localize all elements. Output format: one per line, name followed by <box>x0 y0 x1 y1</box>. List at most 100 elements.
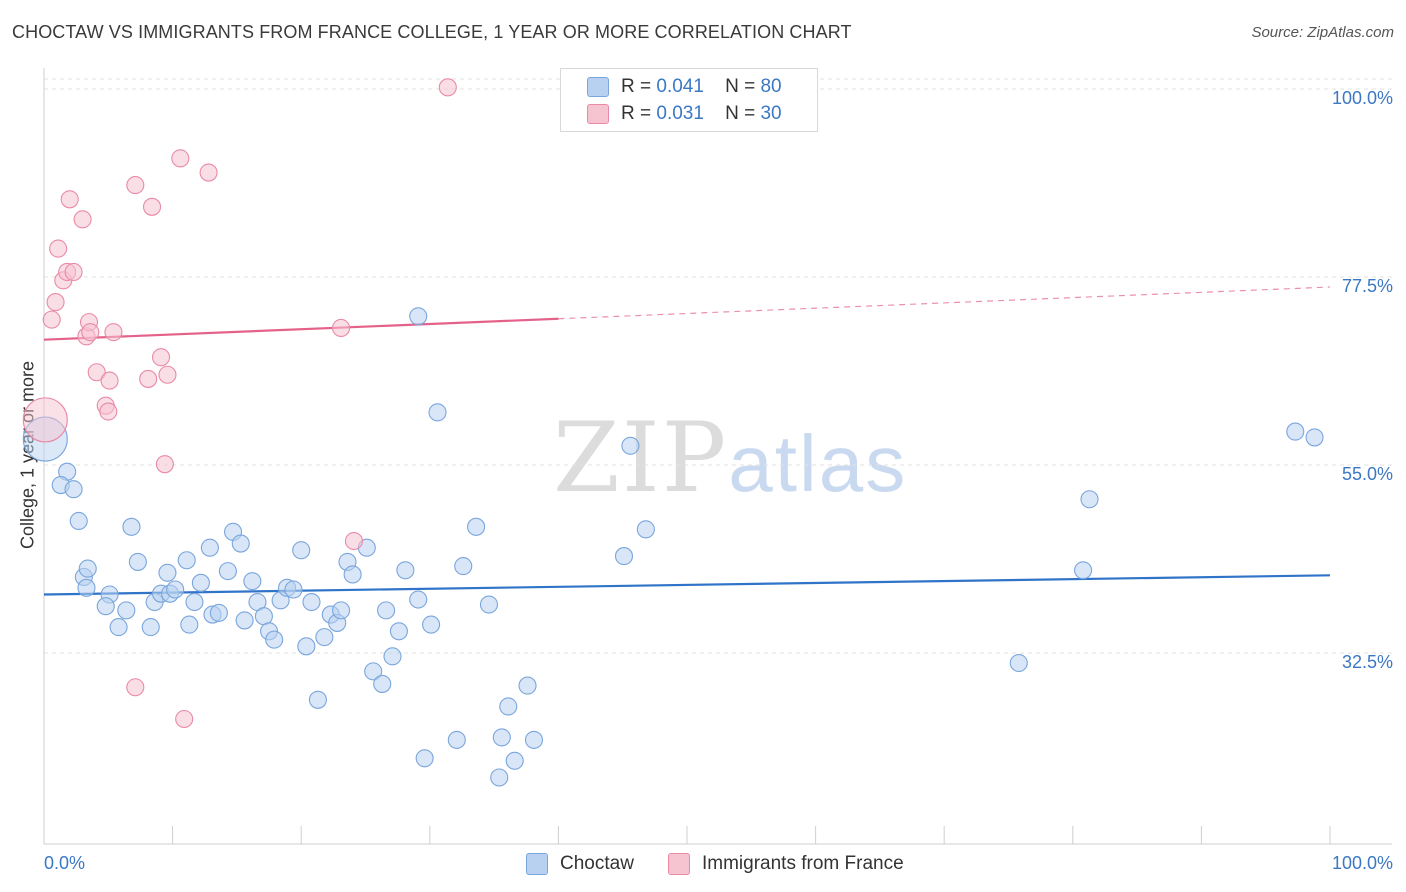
choctaw-point <box>409 307 428 326</box>
choctaw-point <box>254 607 273 626</box>
france-point <box>139 369 158 388</box>
france-point <box>22 397 68 443</box>
legend-n-value: 30 <box>760 103 782 124</box>
source-credit: Source: ZipAtlas.com <box>1251 24 1394 41</box>
choctaw-point <box>422 615 441 634</box>
choctaw-point <box>505 751 524 770</box>
choctaw-point <box>636 520 655 539</box>
choctaw-point <box>200 538 219 557</box>
france-point <box>332 318 351 338</box>
choctaw-point <box>447 730 466 749</box>
legend-text-choctaw: R = 0.041 N = 80 <box>621 76 782 98</box>
france-point <box>175 709 194 729</box>
x-tick-label: 100.0% <box>1332 853 1393 873</box>
choctaw-point <box>243 572 262 591</box>
france-point <box>126 678 145 697</box>
choctaw-points <box>22 307 1324 787</box>
choctaw-point <box>364 662 383 681</box>
france-point <box>438 78 457 97</box>
choctaw-point <box>614 547 634 566</box>
choctaw-point <box>415 749 434 768</box>
choctaw-point <box>96 597 115 616</box>
choctaw-point <box>308 690 327 709</box>
choctaw-point <box>1080 490 1099 509</box>
choctaw-point <box>117 601 136 620</box>
france-point <box>81 323 100 342</box>
choctaw-point <box>409 590 428 609</box>
choctaw-point <box>1074 561 1093 580</box>
france-point <box>46 293 65 312</box>
y-tick-label: 32.5% <box>1342 652 1393 672</box>
france-point <box>100 371 119 390</box>
chart-title: CHOCTAW VS IMMIGRANTS FROM FRANCE COLLEG… <box>12 22 852 42</box>
france-point <box>104 323 123 342</box>
y-tick-label: 77.5% <box>1342 276 1393 296</box>
france-point <box>73 210 92 229</box>
france-point <box>151 348 171 367</box>
choctaw-point <box>377 601 396 620</box>
choctaw-point <box>231 534 250 553</box>
choctaw-point <box>479 595 499 614</box>
legend-text-france: R = 0.031 N = 30 <box>621 103 782 125</box>
choctaw-point <box>284 580 303 599</box>
choctaw-point <box>78 559 97 578</box>
trend-lines <box>43 286 1331 596</box>
choctaw-point <box>428 403 447 422</box>
choctaw-point <box>297 637 316 656</box>
france-point <box>171 149 190 168</box>
legend-swatch-france <box>587 104 609 124</box>
france-point <box>155 455 174 474</box>
watermark: ZIPatlas <box>553 402 907 514</box>
bottom-label-choctaw: Choctaw <box>560 853 634 874</box>
tick-labels: 100.0% 77.5% 55.0% 32.5% 0.0% 100.0% <box>44 88 1393 873</box>
france-points <box>22 78 457 729</box>
choctaw-point <box>166 580 185 599</box>
bottom-swatch-choctaw <box>526 853 548 875</box>
choctaw-point <box>383 647 402 666</box>
legend-r-value: 0.031 <box>656 103 704 124</box>
watermark-atlas: atlas <box>728 419 908 508</box>
choctaw-point <box>64 480 83 499</box>
legend-n-value: 80 <box>760 76 782 97</box>
correlation-legend: R = 0.041 N = 80 R = 0.031 N = 30 <box>560 68 818 132</box>
france-point <box>344 531 363 551</box>
trend-line-france <box>43 317 559 341</box>
choctaw-point <box>185 592 204 612</box>
legend-r-label: R = <box>621 76 652 97</box>
choctaw-point <box>235 611 254 630</box>
choctaw-point <box>191 573 210 592</box>
choctaw-point <box>128 552 147 571</box>
france-point <box>87 363 106 382</box>
choctaw-point <box>302 592 321 612</box>
choctaw-point <box>209 603 228 622</box>
choctaw-point <box>454 557 473 576</box>
choctaw-point <box>343 565 362 584</box>
choctaw-point <box>467 517 486 536</box>
legend-swatch-choctaw <box>587 77 609 97</box>
choctaw-point <box>490 768 509 787</box>
france-point <box>199 163 218 182</box>
choctaw-point <box>141 618 160 637</box>
choctaw-point <box>389 622 408 641</box>
y-tick-label: 100.0% <box>1332 88 1393 108</box>
bottom-legend-choctaw: Choctaw <box>526 852 634 876</box>
choctaw-point <box>218 562 237 581</box>
gridlines <box>44 78 1392 654</box>
legend-r-value: 0.041 <box>656 76 704 97</box>
bottom-swatch-france <box>668 853 690 875</box>
choctaw-point <box>621 436 640 455</box>
choctaw-point <box>69 511 88 531</box>
bottom-legend-france: Immigrants from France <box>668 852 904 876</box>
france-point <box>142 197 162 216</box>
choctaw-point <box>1286 422 1305 441</box>
legend-n-label: N = <box>725 103 756 124</box>
france-point <box>126 176 145 195</box>
france-point <box>99 402 118 421</box>
legend-r-label: R = <box>621 103 652 124</box>
trend-line-choctaw <box>43 574 1331 596</box>
choctaw-point <box>77 578 96 597</box>
y-tick-label: 55.0% <box>1342 464 1393 484</box>
choctaw-point <box>122 517 141 536</box>
choctaw-point <box>315 628 334 647</box>
